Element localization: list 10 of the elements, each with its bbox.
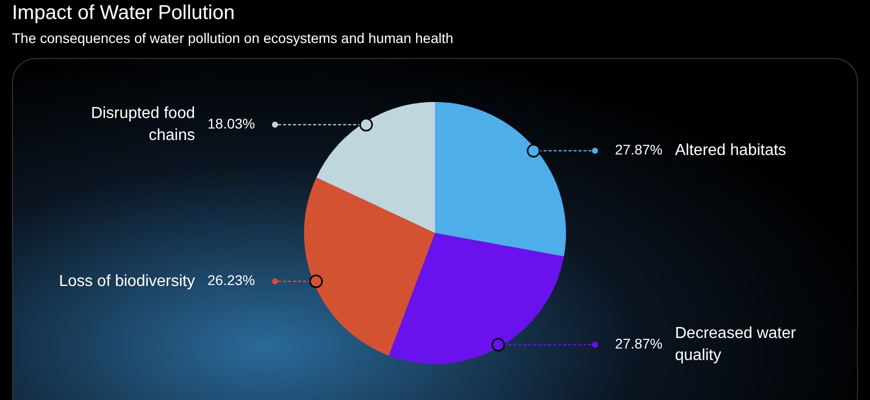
data-label: 26.23% [208, 272, 255, 288]
data-label: 27.87% [615, 142, 662, 158]
slice-label: Altered habitats [675, 142, 786, 160]
data-label: 27.87% [615, 336, 662, 352]
slice-label: Disrupted food chains [90, 105, 195, 144]
chart-title: Impact of Water Pollution [12, 2, 235, 25]
slice-label: Loss of biodiversity [58, 272, 195, 290]
chart-subtitle: The consequences of water pollution on ecosystems and human health [12, 30, 454, 46]
slice-label: Decreased water quality [675, 325, 797, 364]
data-label: 18.03% [208, 116, 255, 132]
